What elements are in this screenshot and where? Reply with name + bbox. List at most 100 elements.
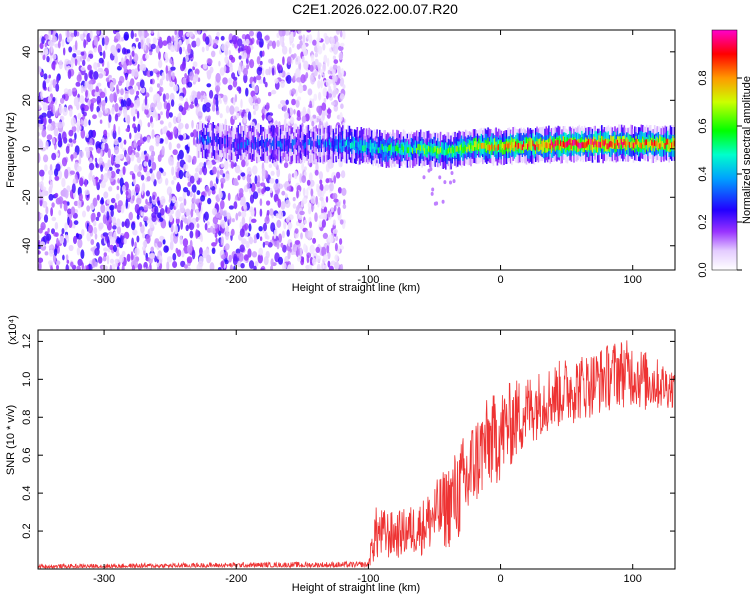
noise-speck (86, 133, 89, 139)
noise-speck (220, 199, 225, 210)
noise-speck (100, 148, 103, 158)
band-cell (286, 139, 289, 146)
band-cell (376, 143, 378, 150)
noise-speck (206, 254, 212, 264)
band-cell (673, 140, 675, 147)
band-cell (254, 138, 257, 145)
noise-speck (168, 73, 172, 83)
band-cell (418, 143, 421, 157)
noise-speck (64, 189, 69, 199)
noise-speck (258, 78, 264, 84)
noise-speck (68, 59, 72, 65)
noise-speck (90, 212, 96, 222)
noise-speck (326, 245, 330, 254)
noise-speck (57, 121, 64, 129)
band-cell (640, 142, 643, 149)
noise-speck (157, 154, 162, 162)
band-cell (327, 139, 329, 146)
y-tick-label: 0.8 (21, 410, 33, 425)
noise-speck (316, 263, 321, 270)
noise-speck (270, 170, 275, 176)
band-cell (209, 136, 212, 143)
noise-speck (40, 71, 44, 76)
noise-speck (234, 106, 240, 113)
noise-speck (38, 153, 41, 163)
noise-speck (430, 191, 434, 196)
noise-speck (196, 223, 200, 229)
noise-speck (332, 228, 338, 234)
noise-speck (226, 225, 229, 233)
noise-speck (178, 95, 184, 101)
noise-speck (40, 212, 43, 219)
noise-speck (316, 39, 320, 49)
band-cell (266, 141, 269, 148)
band-cell (390, 146, 393, 153)
noise-speck (61, 157, 68, 167)
noise-speck (176, 143, 181, 149)
snr-yscale-label: (x10⁴) (7, 315, 19, 345)
band-cell (268, 140, 270, 147)
noise-speck (161, 145, 165, 156)
noise-speck (322, 43, 326, 51)
band-cell (652, 142, 655, 148)
band-cell (585, 142, 587, 149)
band-cell (219, 137, 221, 144)
noise-speck (315, 255, 321, 263)
band-cell (595, 141, 598, 147)
noise-speck (123, 139, 127, 145)
noise-speck (131, 46, 136, 51)
band-cell (533, 143, 536, 150)
band-cell (429, 146, 431, 153)
noise-speck (96, 95, 102, 104)
noise-speck (66, 30, 70, 39)
band-cell (232, 142, 234, 148)
band-cell (310, 137, 312, 150)
band-cell (540, 137, 542, 150)
band-cell (672, 141, 674, 147)
x-tick-label: 0 (497, 573, 503, 585)
noise-speck (134, 241, 137, 248)
band-cell (219, 137, 221, 150)
noise-speck (75, 120, 82, 127)
noise-speck (317, 80, 321, 89)
noise-speck (339, 219, 344, 225)
noise-speck (119, 141, 124, 149)
noise-speck (320, 212, 324, 218)
noise-speck (159, 235, 165, 241)
noise-speck (142, 136, 147, 142)
noise-speck (73, 151, 78, 159)
band-cell (287, 139, 290, 146)
noise-speck (103, 252, 108, 257)
noise-speck (259, 208, 263, 217)
noise-speck (188, 222, 195, 231)
noise-speck (83, 104, 89, 112)
band-cell (281, 143, 283, 150)
noise-speck (65, 264, 69, 270)
band-cell (669, 143, 672, 149)
noise-speck (326, 108, 332, 115)
noise-speck (256, 122, 260, 130)
band-cell (586, 140, 589, 147)
band-cell (427, 145, 430, 152)
band-cell (264, 141, 266, 148)
band-cell (527, 143, 529, 150)
band-cell (483, 143, 485, 149)
noise-speck (70, 206, 76, 216)
band-cell (318, 139, 320, 146)
band-cell (656, 139, 659, 146)
noise-speck (87, 224, 93, 234)
noise-speck (131, 189, 137, 198)
noise-speck (265, 102, 270, 112)
band-cell (521, 144, 524, 151)
noise-speck (299, 247, 303, 257)
band-cell (605, 138, 607, 145)
band-cell (612, 139, 615, 146)
band-cell (419, 145, 422, 152)
band-cell (431, 147, 434, 154)
band-cell (364, 145, 366, 151)
band-cell (348, 141, 351, 148)
band-cell (274, 143, 277, 149)
noise-speck (234, 94, 238, 103)
noise-speck (310, 54, 315, 63)
noise-speck (141, 103, 145, 112)
